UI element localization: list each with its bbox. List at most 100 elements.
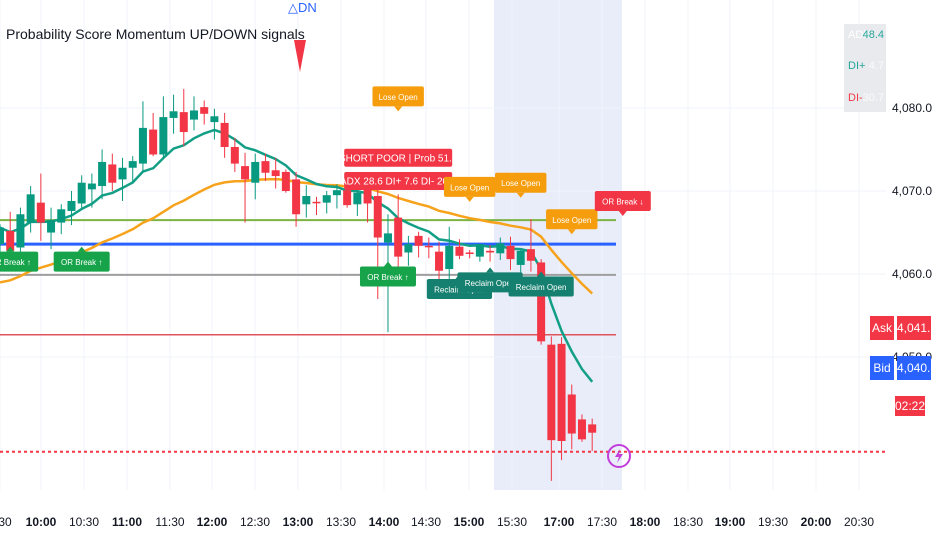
candle-body [526, 249, 535, 261]
signal-label[interactable]: Lose Open [546, 209, 598, 235]
candle-body [6, 230, 15, 251]
candle-body [537, 262, 546, 342]
signal-label-pointer [486, 267, 495, 273]
signal-label-text: Lose Open [501, 179, 540, 188]
signal-label-text: Reclaim Open [516, 283, 567, 292]
signal-label-pointer [6, 246, 15, 252]
time-tick-label: 15:00 [454, 515, 485, 529]
candle-body [465, 252, 474, 254]
candle-body [373, 196, 382, 238]
candle-body [108, 164, 117, 183]
candle-body [353, 192, 362, 205]
candle-body [435, 251, 444, 271]
candle-body [455, 246, 464, 256]
signal-label[interactable]: OR Break ↑ [359, 261, 416, 287]
candle-body [26, 194, 35, 223]
time-tick-label: 13:00 [283, 515, 314, 529]
signal-label-box[interactable] [508, 276, 574, 297]
candle-body [363, 188, 372, 204]
time-tick-label: 19:30 [758, 515, 788, 529]
candle-body [414, 235, 423, 246]
candle-body [189, 110, 198, 120]
time-tick-label: 17:00 [544, 515, 575, 529]
signal-label-box[interactable] [457, 272, 523, 293]
candle-body [169, 111, 178, 118]
signal-label-pointer [567, 229, 576, 235]
candle-body [16, 214, 25, 248]
signal-label-text: SHORT POOR | Prob 51.5 [339, 153, 458, 164]
candle-body [261, 161, 270, 173]
signal-label-text: OR Break ↑ [367, 273, 408, 282]
di-minus-row: DI- 30.7 [848, 92, 884, 106]
time-tick-label: 14:00 [369, 515, 400, 529]
candle-body [210, 116, 219, 123]
signal-label[interactable]: SHORT POOR | Prob 51.5 [339, 148, 458, 167]
signal-label[interactable]: Lose Open [495, 172, 547, 198]
signal-label[interactable]: OR Break ↓ [594, 190, 651, 216]
candle-body [241, 166, 250, 180]
signal-label-pointer [537, 271, 546, 277]
signal-label-text: OR Break ↑ [61, 258, 102, 267]
signal-label-pointer [394, 106, 403, 112]
signal-label[interactable]: Reclaim Open [457, 267, 523, 293]
signal-label-box[interactable] [594, 190, 651, 211]
bid-value: 4,040.8 [897, 356, 932, 380]
signal-label[interactable]: OR Break ↑ [53, 246, 110, 272]
signal-label-box[interactable] [495, 172, 547, 193]
time-tick-label: 10:30 [69, 515, 99, 529]
signal-label[interactable]: ADX 28.6 DI+ 7.6 DI- 20.0 [340, 172, 457, 191]
signal-label[interactable]: Reclaim Open [508, 271, 574, 297]
signal-label-text: OR Break ↑ [0, 258, 31, 267]
lightning-icon[interactable] [607, 444, 631, 468]
signal-label[interactable]: Lose Open [372, 86, 424, 112]
signal-label-text: Reclaim Open [465, 279, 516, 288]
signal-label-text: Lose Open [552, 216, 591, 225]
time-tick-label: 15:30 [497, 515, 527, 529]
candle-body [271, 170, 280, 177]
signal-label-text: Lose Open [379, 93, 418, 102]
signal-labels: OR Break ↑ OR Break ↑ OR Break ↑ Lose Open S… [0, 86, 651, 300]
candle-body [57, 209, 66, 223]
signal-label-box[interactable] [359, 266, 416, 287]
time-tick-label: 19:00 [715, 515, 746, 529]
dn-signal-marker [294, 40, 306, 72]
signal-label-box[interactable] [344, 172, 453, 191]
adx-value: 48.4 [862, 29, 884, 41]
time-tick-label: 9:30 [0, 515, 12, 529]
candle-body [496, 243, 505, 254]
signal-label-box[interactable] [443, 176, 496, 197]
candle-body [343, 190, 352, 206]
time-axis[interactable]: 9:30 10:00 10:30 11:00 11:30 12:00 12:30 13:00 1… [0, 515, 874, 529]
signal-label-box[interactable] [0, 251, 39, 272]
time-tick-label: 10:00 [26, 515, 57, 529]
signal-label-box[interactable] [344, 148, 453, 167]
signal-label-box[interactable] [546, 209, 598, 230]
chart-title: Probability Score Momentum UP/DOWN signa… [6, 26, 305, 42]
signal-label-pointer [383, 261, 392, 267]
candle-body [475, 244, 484, 257]
di-plus-value: 4.7 [868, 60, 884, 72]
time-tick-label: 18:00 [630, 515, 661, 529]
time-tick-label: 11:30 [155, 515, 184, 529]
signal-label-box[interactable] [53, 251, 110, 272]
candle-body [445, 245, 454, 270]
signal-label-text: ADX 28.6 DI+ 7.6 DI- 20.0 [340, 177, 457, 188]
di-minus-value: 30.7 [862, 92, 884, 104]
candle-body [251, 161, 260, 183]
candle-body [577, 419, 586, 440]
candle-body [220, 122, 229, 147]
dn-signal-text: △DN [288, 0, 317, 15]
adx-label: ADX [848, 29, 871, 41]
signal-label-pointer [77, 246, 86, 252]
signal-label[interactable]: OR Break ↑ [0, 246, 39, 272]
price-tick-label: 4,070.0 [892, 184, 932, 198]
signal-label-box[interactable] [372, 86, 424, 107]
signal-label[interactable]: Lose Open [443, 176, 496, 202]
candle-body [312, 201, 321, 204]
time-tick-label: 13:30 [326, 515, 356, 529]
signal-label-pointer [465, 196, 474, 202]
candle-body [138, 127, 147, 164]
adx-panel: ADX 48.4 DI+ 4.7 DI- 30.7 [844, 24, 886, 112]
candle-body [302, 196, 311, 205]
